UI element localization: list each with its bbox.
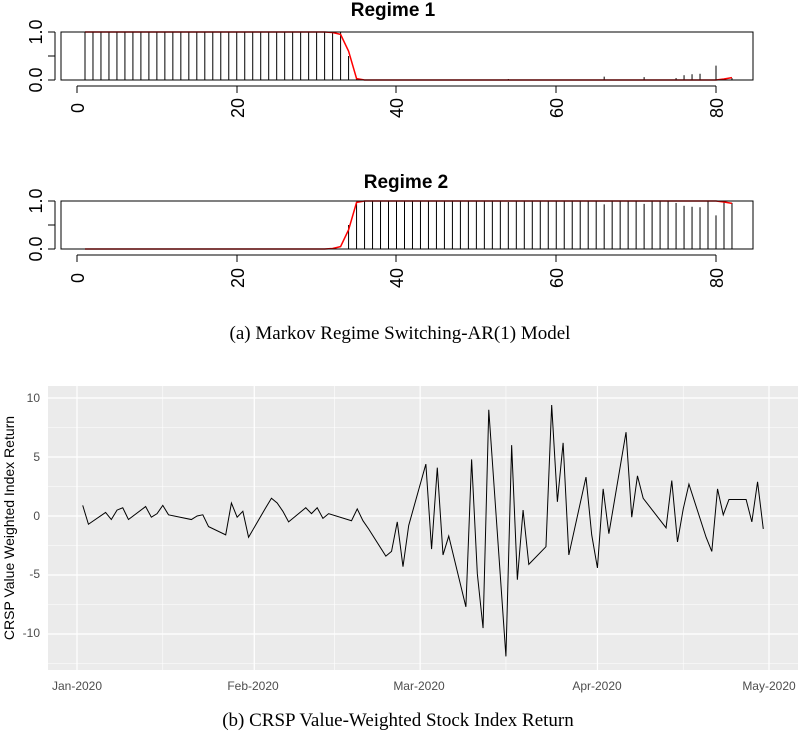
regime-1-y-axis: 1.0 0.0 — [26, 19, 56, 93]
regime-1-xtick-label: 60 — [547, 98, 567, 118]
crsp-xtick-label: Apr-2020 — [572, 679, 622, 693]
regime-1-xtick-label: 20 — [228, 98, 248, 118]
regime-1-xtick-label: 0 — [68, 103, 88, 113]
regime-2-x-axis: 0 20 40 60 80 — [68, 254, 727, 288]
regime-1-xtick-label: 80 — [707, 98, 727, 118]
regime-2-xtick-label: 20 — [228, 268, 248, 288]
regime-1-ytick-label: 0.0 — [26, 67, 46, 92]
crsp-ytick-label: 5 — [33, 450, 40, 464]
crsp-ytick-label: 10 — [27, 391, 41, 405]
regime-1-smoothed-line — [84, 31, 733, 81]
regime-2-ytick-label: 0.0 — [26, 236, 46, 261]
crsp-y-axis: 10 5 0 -5 -10 — [23, 391, 41, 640]
regime-2-y-axis: 1.0 0.0 — [26, 188, 56, 262]
regime-2-xtick-label: 0 — [68, 273, 88, 283]
regime-1-chart: Regime 1 1.0 0.0 0 20 40 60 80 — [26, 0, 754, 118]
regime-2-title: Regime 2 — [364, 172, 448, 193]
crsp-y-axis-label: CRSP Value Weighted Index Return — [1, 416, 17, 640]
crsp-plot-panel — [48, 386, 798, 670]
crsp-ytick-label: 0 — [33, 509, 40, 523]
crsp-return-line — [82, 405, 764, 657]
crsp-xtick-label: Feb-2020 — [227, 679, 279, 693]
crsp-xtick-label: Mar-2020 — [393, 679, 445, 693]
regime-2-plot-border — [60, 200, 754, 250]
crsp-ytick-label: -5 — [29, 567, 40, 581]
crsp-ytick-label: -10 — [23, 626, 41, 640]
regime-2-xtick-label: 60 — [547, 268, 567, 288]
regime-1-bars — [84, 32, 733, 80]
regime-2-bars — [348, 201, 733, 249]
regime-2-ytick-label: 1.0 — [26, 188, 46, 213]
regime-2-chart: Regime 2 1.0 0.0 0 20 40 60 80 — [26, 172, 754, 288]
regime-1-xtick-label: 40 — [387, 98, 407, 118]
regime-2-smoothed-line — [84, 200, 733, 250]
caption-a: (a) Markov Regime Switching-AR(1) Model — [230, 323, 571, 344]
caption-b: (b) CRSP Value-Weighted Stock Index Retu… — [222, 710, 574, 731]
regime-1-plot-border — [60, 31, 754, 81]
regime-1-ytick-label: 1.0 — [26, 19, 46, 44]
crsp-return-chart: 10 5 0 -5 -10 Jan-2020 Feb-2020 Mar-2020… — [1, 386, 798, 693]
crsp-xtick-label: May-2020 — [742, 679, 796, 693]
regime-2-xtick-label: 80 — [707, 268, 727, 288]
crsp-x-axis: Jan-2020 Feb-2020 Mar-2020 Apr-2020 May-… — [52, 679, 796, 693]
crsp-xtick-label: Jan-2020 — [52, 679, 102, 693]
regime-1-x-axis: 0 20 40 60 80 — [68, 85, 727, 118]
regime-2-xtick-label: 40 — [387, 268, 407, 288]
crsp-gridlines — [48, 386, 798, 670]
regime-1-title: Regime 1 — [351, 0, 436, 21]
